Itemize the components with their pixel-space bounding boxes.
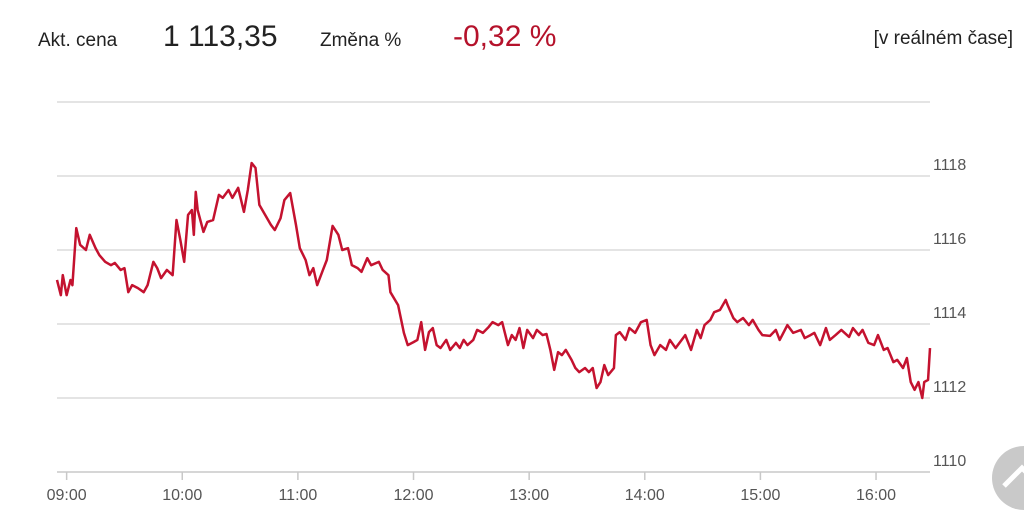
scroll-top-button[interactable] xyxy=(992,446,1024,510)
price-line xyxy=(55,161,932,400)
x-tick-label: 16:00 xyxy=(856,487,896,504)
x-tick-label: 14:00 xyxy=(625,487,665,504)
x-tick-label: 11:00 xyxy=(278,487,317,504)
scroll-top-circle[interactable] xyxy=(992,446,1024,510)
price-label: Akt. cena xyxy=(38,30,118,51)
change-label: Změna % xyxy=(320,30,401,51)
x-tick-label: 13:00 xyxy=(509,487,549,504)
x-tick-label: 10:00 xyxy=(162,487,202,504)
y-tick-label: 1116 xyxy=(933,231,966,248)
x-tick-label: 09:00 xyxy=(47,487,87,504)
x-tick-label: 12:00 xyxy=(393,487,433,504)
x-tick-label: 15:00 xyxy=(740,487,780,504)
change: -0,32 % xyxy=(453,20,556,53)
price: 1 113,35 xyxy=(163,20,278,53)
y-tick-label: 1114 xyxy=(933,305,966,322)
y-tick-label: 1112 xyxy=(933,379,966,396)
y-tick-label: 1118 xyxy=(933,157,966,174)
realtime-label: [v reálném čase] xyxy=(874,28,1013,49)
y-tick-label: 1110 xyxy=(933,453,966,470)
scroll-top-arrow[interactable] xyxy=(1002,464,1024,488)
